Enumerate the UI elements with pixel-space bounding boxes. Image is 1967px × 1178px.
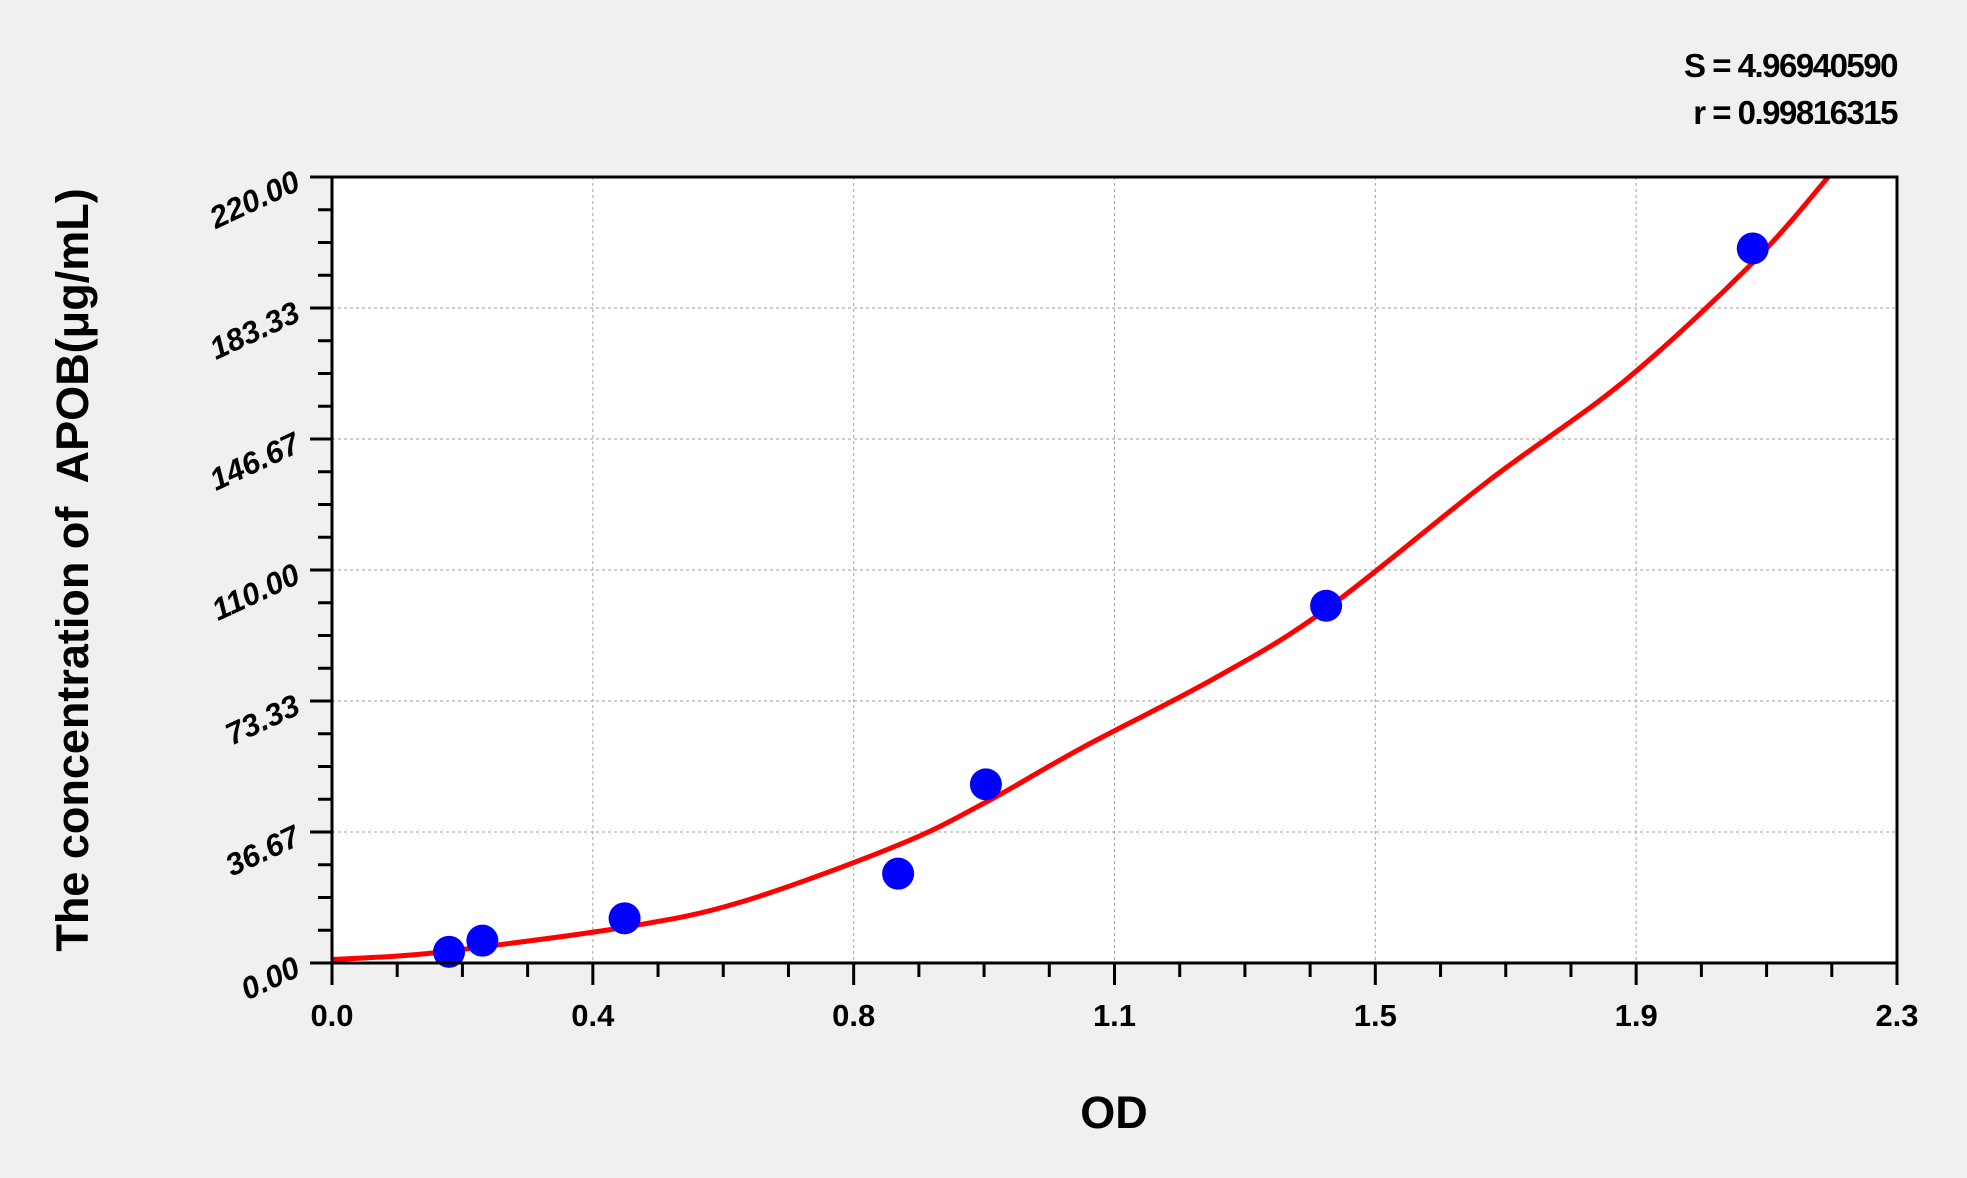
- y-tick-label: 0.00: [235, 950, 304, 1007]
- data-point: [1310, 589, 1343, 622]
- x-tick-labels: 0.0 0.4 0.8 1.1 1.5 1.9 2.3: [310, 998, 1918, 1033]
- x-tick-label: 0.0: [310, 998, 353, 1033]
- y-tick-label: 220.00: [203, 164, 305, 236]
- y-tick-label: 73.33: [220, 688, 305, 753]
- annotation-r: r = 0.99816315: [1693, 94, 1898, 131]
- data-point: [1736, 232, 1769, 265]
- x-tick-label: 0.8: [832, 998, 875, 1033]
- y-tick-labels: 0.00 36.67 73.33 110.00 146.67 183.33 220.00: [203, 164, 306, 1007]
- data-points: [433, 232, 1769, 968]
- data-point: [433, 935, 466, 968]
- data-point: [969, 768, 1002, 801]
- y-axis-title: The concentration of APOB(μg/mL): [47, 188, 98, 951]
- annotation-s: S = 4.96940590: [1684, 47, 1897, 84]
- axis-ticks: [310, 175, 1899, 985]
- y-tick-label: 146.67: [204, 425, 306, 498]
- x-tick-label: 1.1: [1093, 998, 1136, 1033]
- x-tick-label: 1.5: [1354, 998, 1397, 1033]
- y-tick-label: 110.00: [206, 557, 305, 628]
- x-tick-label: 1.9: [1615, 998, 1658, 1033]
- y-tick-label: 36.67: [220, 818, 307, 883]
- y-tick-label: 183.33: [204, 295, 305, 367]
- data-point: [882, 857, 915, 890]
- x-tick-label: 0.4: [571, 998, 615, 1033]
- fit-curve-group: [331, 175, 1831, 962]
- data-point: [608, 902, 641, 935]
- x-tick-label: 2.3: [1875, 998, 1918, 1033]
- data-point: [466, 924, 499, 957]
- fit-curve: [331, 175, 1831, 962]
- x-axis-title: OD: [1080, 1087, 1148, 1138]
